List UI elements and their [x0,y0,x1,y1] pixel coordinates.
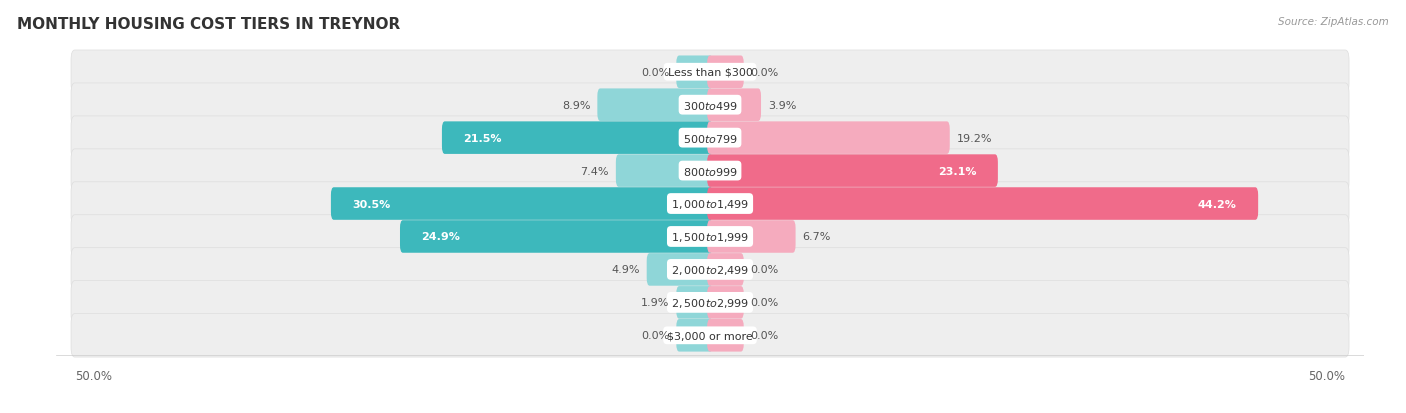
FancyBboxPatch shape [707,56,744,89]
Text: $3,000 or more: $3,000 or more [668,330,752,340]
Text: $2,000 to $2,499: $2,000 to $2,499 [671,263,749,276]
FancyBboxPatch shape [72,84,1348,127]
FancyBboxPatch shape [616,155,713,188]
FancyBboxPatch shape [676,56,713,89]
Text: 0.0%: 0.0% [751,330,779,340]
Text: $800 to $999: $800 to $999 [682,165,738,177]
FancyBboxPatch shape [676,319,713,352]
Text: 7.4%: 7.4% [581,166,609,176]
FancyBboxPatch shape [72,281,1348,324]
Text: Less than $300: Less than $300 [668,68,752,78]
FancyBboxPatch shape [707,254,744,286]
Text: 6.7%: 6.7% [803,232,831,242]
FancyBboxPatch shape [330,188,713,220]
FancyBboxPatch shape [707,122,950,154]
Text: 0.0%: 0.0% [641,68,669,78]
FancyBboxPatch shape [707,155,998,188]
Text: $2,500 to $2,999: $2,500 to $2,999 [671,296,749,309]
FancyBboxPatch shape [399,221,713,253]
FancyBboxPatch shape [707,286,744,319]
Text: 0.0%: 0.0% [751,265,779,275]
Text: 3.9%: 3.9% [768,100,796,110]
Text: 23.1%: 23.1% [938,166,977,176]
Text: 44.2%: 44.2% [1198,199,1237,209]
FancyBboxPatch shape [647,254,713,286]
FancyBboxPatch shape [598,89,713,122]
Text: Source: ZipAtlas.com: Source: ZipAtlas.com [1278,17,1389,26]
FancyBboxPatch shape [707,319,744,352]
FancyBboxPatch shape [441,122,713,154]
Text: 24.9%: 24.9% [422,232,460,242]
Text: $500 to $799: $500 to $799 [682,132,738,144]
Text: 0.0%: 0.0% [751,68,779,78]
Text: 0.0%: 0.0% [641,330,669,340]
Text: $300 to $499: $300 to $499 [682,100,738,112]
Text: 4.9%: 4.9% [612,265,640,275]
Text: 1.9%: 1.9% [641,298,669,308]
FancyBboxPatch shape [72,314,1348,357]
Text: $1,000 to $1,499: $1,000 to $1,499 [671,197,749,211]
FancyBboxPatch shape [676,286,713,319]
Text: 21.5%: 21.5% [464,133,502,143]
FancyBboxPatch shape [707,221,796,253]
Text: 19.2%: 19.2% [956,133,993,143]
FancyBboxPatch shape [707,188,1258,220]
Text: 30.5%: 30.5% [353,199,391,209]
FancyBboxPatch shape [72,215,1348,259]
Text: $1,500 to $1,999: $1,500 to $1,999 [671,230,749,243]
FancyBboxPatch shape [72,116,1348,160]
FancyBboxPatch shape [72,248,1348,292]
Text: MONTHLY HOUSING COST TIERS IN TREYNOR: MONTHLY HOUSING COST TIERS IN TREYNOR [17,17,401,31]
FancyBboxPatch shape [707,89,761,122]
FancyBboxPatch shape [72,150,1348,193]
FancyBboxPatch shape [72,183,1348,226]
Text: 0.0%: 0.0% [751,298,779,308]
Text: 8.9%: 8.9% [562,100,591,110]
FancyBboxPatch shape [72,51,1348,94]
